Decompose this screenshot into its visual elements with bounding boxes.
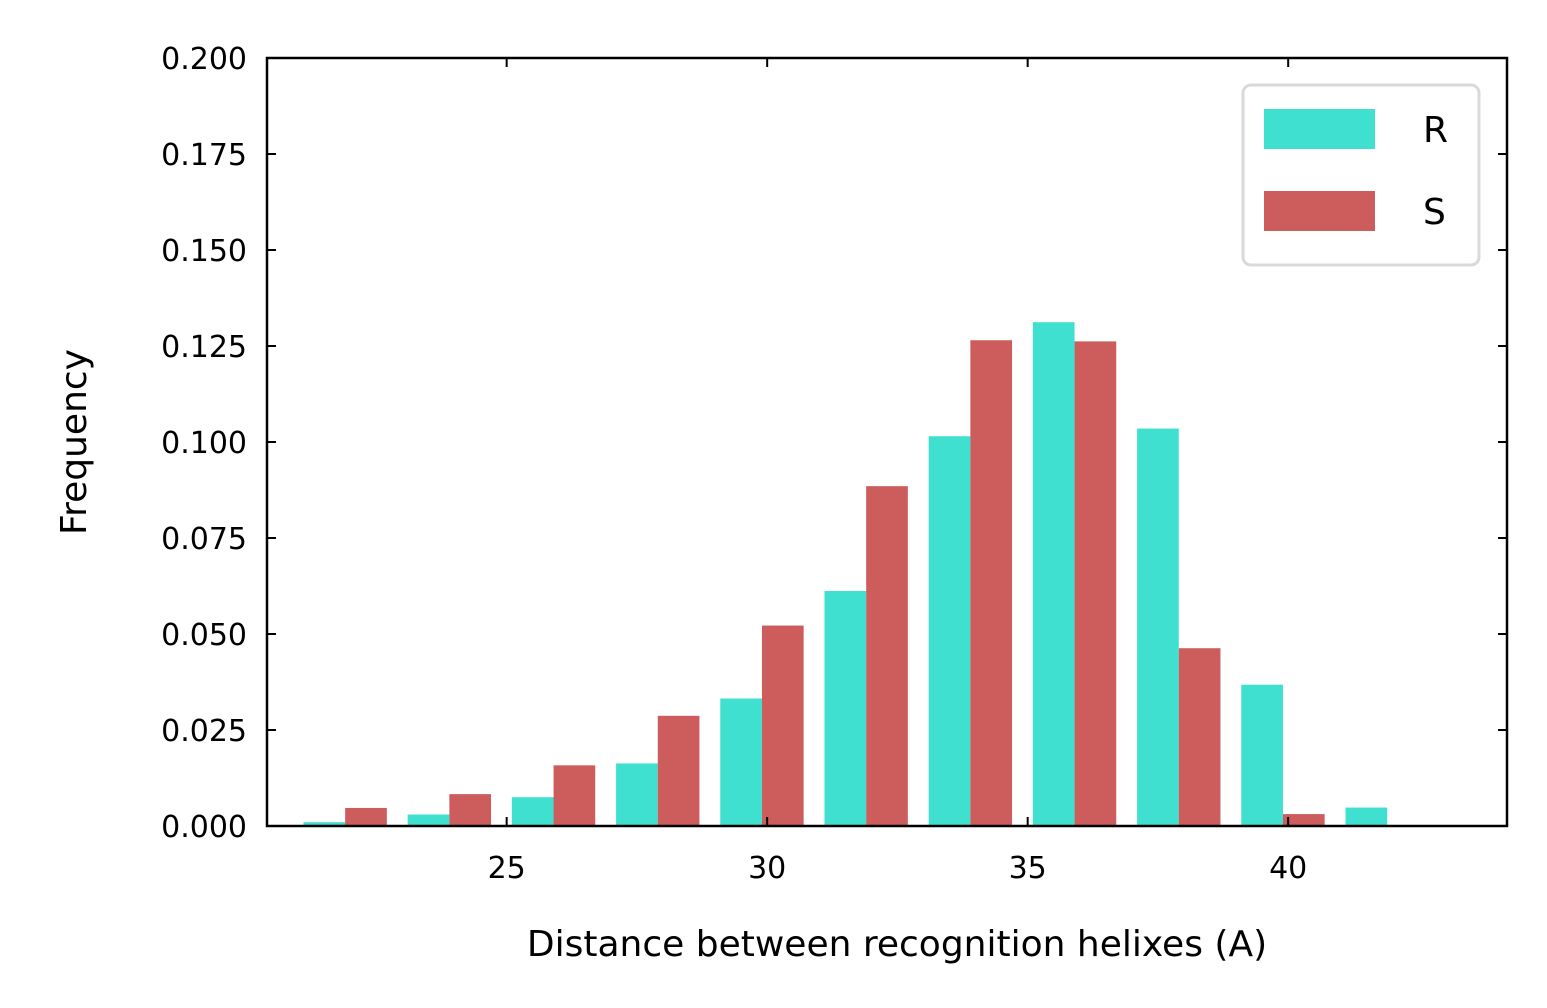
bar-r-2 <box>511 797 554 826</box>
bar-r-5 <box>824 590 867 826</box>
y-tick-label: 0.050 <box>161 618 247 653</box>
bar-s-3 <box>657 715 700 826</box>
y-tick-label: 0.175 <box>161 138 247 173</box>
legend-label-s: S <box>1423 192 1446 233</box>
bar-s-4 <box>761 625 804 826</box>
bar-s-0 <box>345 807 387 826</box>
bar-r-1 <box>407 814 450 826</box>
bar-s-6 <box>970 340 1013 826</box>
y-tick-label: 0.200 <box>161 42 247 77</box>
bar-r-3 <box>616 763 658 826</box>
legend: RS <box>1241 83 1481 267</box>
legend-swatch-s <box>1264 191 1375 231</box>
y-tick-label: 0.025 <box>161 714 247 749</box>
bar-r-4 <box>720 698 762 826</box>
x-axis-label: Distance between recognition helixes (A) <box>527 924 1267 965</box>
bar-r-7 <box>1032 322 1075 826</box>
y-tick-label: 0.150 <box>161 234 247 269</box>
bar-r-10 <box>1345 807 1388 826</box>
bar-s-8 <box>1178 648 1221 826</box>
x-tick-label: 25 <box>488 851 526 886</box>
bar-r-6 <box>928 436 971 826</box>
x-tick-label: 40 <box>1269 851 1307 886</box>
plot-frame <box>265 56 1509 828</box>
y-axis-label: Frequency <box>54 349 95 535</box>
bar-s-1 <box>449 794 492 826</box>
legend-label-r: R <box>1423 110 1448 151</box>
bar-s-9 <box>1282 814 1325 826</box>
y-tick-label: 0.100 <box>161 426 247 461</box>
y-tick-label: 0.075 <box>161 522 247 557</box>
y-tick-label: 0.125 <box>161 330 247 365</box>
bar-s-7 <box>1074 341 1117 826</box>
bar-r-8 <box>1137 428 1179 826</box>
legend-swatch-r <box>1264 109 1375 149</box>
ticks-layer: 25 30 35 40 0.000 0.025 0.050 0.075 0.100 0.125 0.… <box>161 42 1507 886</box>
x-tick-label: 35 <box>1009 851 1047 886</box>
bar-s-5 <box>866 486 908 826</box>
bars-layer <box>303 322 1388 826</box>
y-tick-label: 0.000 <box>161 810 247 845</box>
bar-r-0 <box>303 822 346 826</box>
bar-r-9 <box>1241 684 1283 826</box>
x-tick-label: 30 <box>748 851 786 886</box>
bar-s-2 <box>553 765 596 826</box>
